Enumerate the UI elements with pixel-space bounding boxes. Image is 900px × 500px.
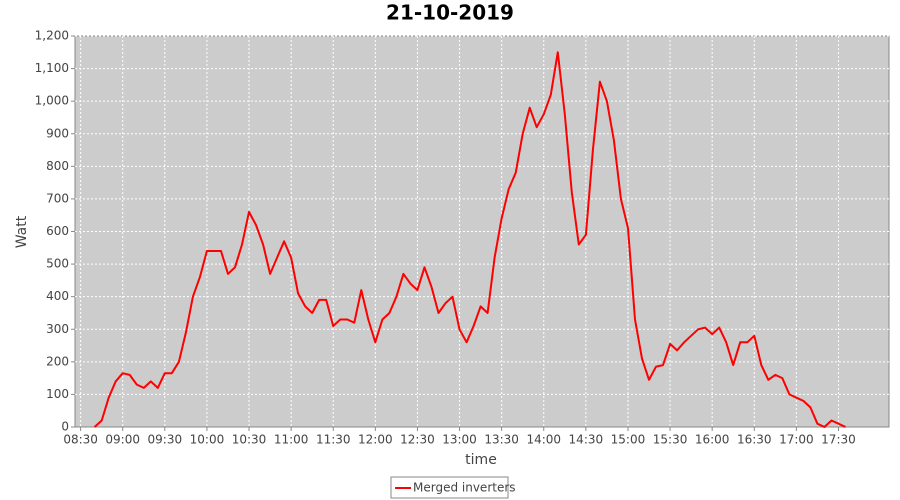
x-tick-label: 10:00 <box>190 433 225 447</box>
x-tick-label: 17:00 <box>779 433 814 447</box>
x-tick-label: 11:30 <box>316 433 351 447</box>
y-tick-label: 1,200 <box>35 29 69 43</box>
x-tick-label: 15:30 <box>653 433 688 447</box>
x-tick-label: 16:00 <box>695 433 730 447</box>
data-line <box>93 51 846 428</box>
y-tick-label: 0 <box>61 420 69 434</box>
y-tick-label: 700 <box>46 191 69 205</box>
y-tick-label: 1,000 <box>35 94 69 108</box>
y-tick-label: 200 <box>46 354 69 368</box>
x-tick-label: 17:30 <box>821 433 856 447</box>
x-tick-label: 15:00 <box>611 433 646 447</box>
chart-title: 21-10-2019 <box>386 1 514 25</box>
y-tick-label: 100 <box>46 387 69 401</box>
plot-area <box>74 35 890 428</box>
y-tick-label: 600 <box>46 224 69 238</box>
y-tick-label: 900 <box>46 126 69 140</box>
y-tick-label: 400 <box>46 289 69 303</box>
y-tick-label: 300 <box>46 322 69 336</box>
x-tick-label: 11:00 <box>274 433 309 447</box>
y-axis-label: Watt <box>14 215 30 248</box>
x-tick-label: 08:30 <box>63 433 98 447</box>
x-tick-label: 16:30 <box>737 433 772 447</box>
legend-label: Merged inverters <box>413 481 516 495</box>
x-tick-label: 13:30 <box>484 433 519 447</box>
y-tick-label: 800 <box>46 159 69 173</box>
x-tick-label: 12:30 <box>400 433 435 447</box>
x-tick-label: 09:30 <box>148 433 183 447</box>
y-tick-label: 1,100 <box>35 61 69 75</box>
x-tick-label: 13:00 <box>442 433 477 447</box>
legend-box <box>390 476 509 499</box>
x-axis-label: time <box>465 452 497 468</box>
x-tick-label: 14:30 <box>569 433 604 447</box>
x-tick-label: 09:00 <box>105 433 140 447</box>
x-tick-label: 14:00 <box>526 433 561 447</box>
x-tick-label: 10:30 <box>232 433 267 447</box>
y-tick-label: 500 <box>46 257 69 271</box>
x-tick-label: 12:00 <box>358 433 393 447</box>
